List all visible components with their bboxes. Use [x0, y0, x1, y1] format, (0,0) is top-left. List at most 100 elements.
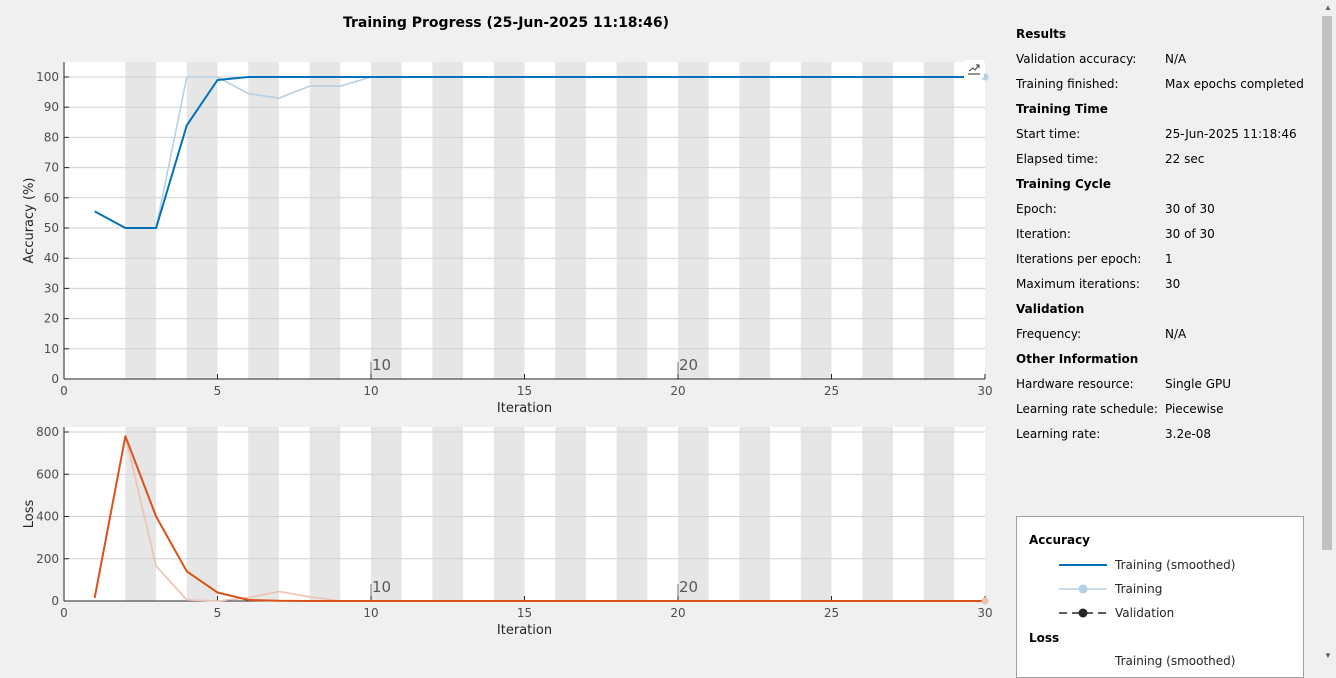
scroll-thumb[interactable]: [1322, 16, 1332, 550]
loss-x-tick-label: 20: [670, 606, 685, 620]
accuracy-y-tick-label: 30: [44, 281, 59, 295]
info-row: Elapsed time: 22 sec: [1016, 149, 1316, 174]
accuracy-y-tick-label: 60: [44, 191, 59, 205]
info-value: 25-Jun-2025 11:18:46: [1165, 127, 1297, 141]
accuracy-y-tick-label: 80: [44, 130, 59, 144]
loss-x-tick-label: 15: [517, 606, 532, 620]
accuracy-epoch-band: [432, 62, 464, 379]
accuracy-epoch-band: [555, 62, 586, 379]
info-section-title: Results: [1016, 27, 1067, 41]
accuracy-y-tick-label: 90: [44, 100, 59, 114]
info-key: Training finished:: [1016, 77, 1119, 91]
training-info-panel: Results Validation accuracy: N/A Training f…: [1016, 24, 1316, 449]
loss-epoch-band: [371, 427, 402, 601]
info-row: Hardware resource: Single GPU: [1016, 374, 1316, 399]
legend-panel: Accuracy Training (smoothed) Training Va…: [1016, 516, 1304, 678]
info-row: Iteration: 30 of 30: [1016, 224, 1316, 249]
loss-y-tick-label: 400: [36, 510, 59, 524]
info-key: Frequency:: [1016, 327, 1082, 341]
loss-epoch-band: [555, 427, 586, 601]
loss-y-tick-label: 0: [51, 594, 59, 608]
accuracy-epoch-band: [125, 62, 157, 379]
loss-final-point: [981, 597, 989, 605]
accuracy-x-tick-label: 30: [977, 384, 992, 398]
info-value: 30: [1165, 277, 1181, 291]
loss-x-tick-label: 0: [60, 606, 68, 620]
scroll-down-arrow-icon[interactable]: ▼: [1324, 651, 1332, 660]
accuracy-x-tick-label: 15: [517, 384, 532, 398]
info-section-title: Other Information: [1016, 352, 1139, 366]
loss-x-tick-label: 30: [977, 606, 992, 620]
loss-x-axis-label: Iteration: [497, 623, 552, 638]
accuracy-epoch-band: [923, 62, 955, 379]
info-key: Learning rate:: [1016, 427, 1101, 441]
accuracy-y-tick-label: 0: [51, 372, 59, 386]
info-key: Iterations per epoch:: [1016, 252, 1142, 266]
loss-y-axis-label: Loss: [22, 500, 37, 529]
vertical-scrollbar[interactable]: ▲ ▼: [1320, 0, 1336, 664]
loss-x-tick-label: 10: [363, 606, 378, 620]
loss-y-tick-label: 800: [36, 425, 59, 439]
accuracy-y-tick-label: 50: [44, 221, 59, 235]
info-row: Epoch: 30 of 30: [1016, 199, 1316, 224]
info-value: 22 sec: [1165, 152, 1205, 166]
info-key: Learning rate schedule:: [1016, 402, 1158, 416]
accuracy-x-tick-label: 0: [60, 384, 68, 398]
accuracy-y-axis-label: Accuracy (%): [22, 178, 37, 264]
accuracy-x-axis-label: Iteration: [497, 401, 552, 416]
accuracy-epoch-band: [309, 62, 341, 379]
info-key: Start time:: [1016, 127, 1081, 141]
legend-loss-smoothed-label: Training (smoothed): [1115, 654, 1236, 668]
info-row: Frequency: N/A: [1016, 324, 1316, 349]
accuracy-epoch-band: [678, 62, 709, 379]
info-key: Hardware resource:: [1016, 377, 1134, 391]
legend-acc-training-marker: [1078, 584, 1088, 594]
info-section-title: Training Time: [1016, 102, 1108, 116]
legend-acc-validation-marker: [1078, 608, 1088, 618]
accuracy-x-tick-label: 5: [214, 384, 222, 398]
accuracy-epoch-band: [248, 62, 279, 379]
loss-x-tick-label: 25: [824, 606, 839, 620]
info-key: Validation accuracy:: [1016, 52, 1137, 66]
legend-swatches: [1059, 564, 1107, 618]
info-section-title: Validation: [1016, 302, 1085, 316]
accuracy-x-tick-label: 25: [824, 384, 839, 398]
info-key: Elapsed time:: [1016, 152, 1099, 166]
loss-smoothed-line: [93, 435, 985, 602]
legend-acc-smoothed-label: Training (smoothed): [1115, 558, 1236, 572]
info-row: Learning rate schedule: Piecewise: [1016, 399, 1316, 424]
info-value: N/A: [1165, 327, 1187, 341]
accuracy-epoch-band: [186, 62, 218, 379]
info-key: Epoch:: [1016, 202, 1057, 216]
loss-epoch-band: [800, 427, 832, 601]
info-row: Start time: 25-Jun-2025 11:18:46: [1016, 124, 1316, 149]
loss-epoch-label: 20: [679, 578, 698, 596]
accuracy-epoch-label: 10: [372, 356, 391, 374]
accuracy-epoch-band: [616, 62, 648, 379]
accuracy-epoch-band: [800, 62, 832, 379]
info-value: Single GPU: [1165, 377, 1232, 391]
accuracy-epoch-band: [739, 62, 771, 379]
info-value: 3.2e-08: [1165, 427, 1212, 441]
accuracy-x-tick-label: 20: [670, 384, 685, 398]
loss-epoch-band: [432, 427, 464, 601]
export-icon[interactable]: [964, 60, 984, 78]
loss-epoch-band: [616, 427, 648, 601]
info-section-title: Training Cycle: [1016, 177, 1111, 191]
loss-epoch-band: [739, 427, 771, 601]
scroll-up-arrow-icon[interactable]: ▲: [1324, 3, 1332, 12]
info-key: Maximum iterations:: [1016, 277, 1140, 291]
accuracy-smoothed-line: [94, 76, 985, 229]
info-row: Learning rate: 3.2e-08: [1016, 424, 1316, 449]
info-value: 30 of 30: [1165, 227, 1215, 241]
accuracy-epoch-band: [493, 62, 525, 379]
info-value: N/A: [1165, 52, 1187, 66]
accuracy-epoch-band: [371, 62, 402, 379]
loss-epoch-label: 10: [372, 578, 391, 596]
info-row: Training finished: Max epochs completed: [1016, 74, 1316, 99]
legend-acc-training-label: Training: [1115, 582, 1163, 596]
accuracy-x-tick-label: 10: [363, 384, 378, 398]
legend-accuracy-title: Accuracy: [1029, 533, 1091, 547]
legend-acc-validation-label: Validation: [1115, 606, 1175, 620]
